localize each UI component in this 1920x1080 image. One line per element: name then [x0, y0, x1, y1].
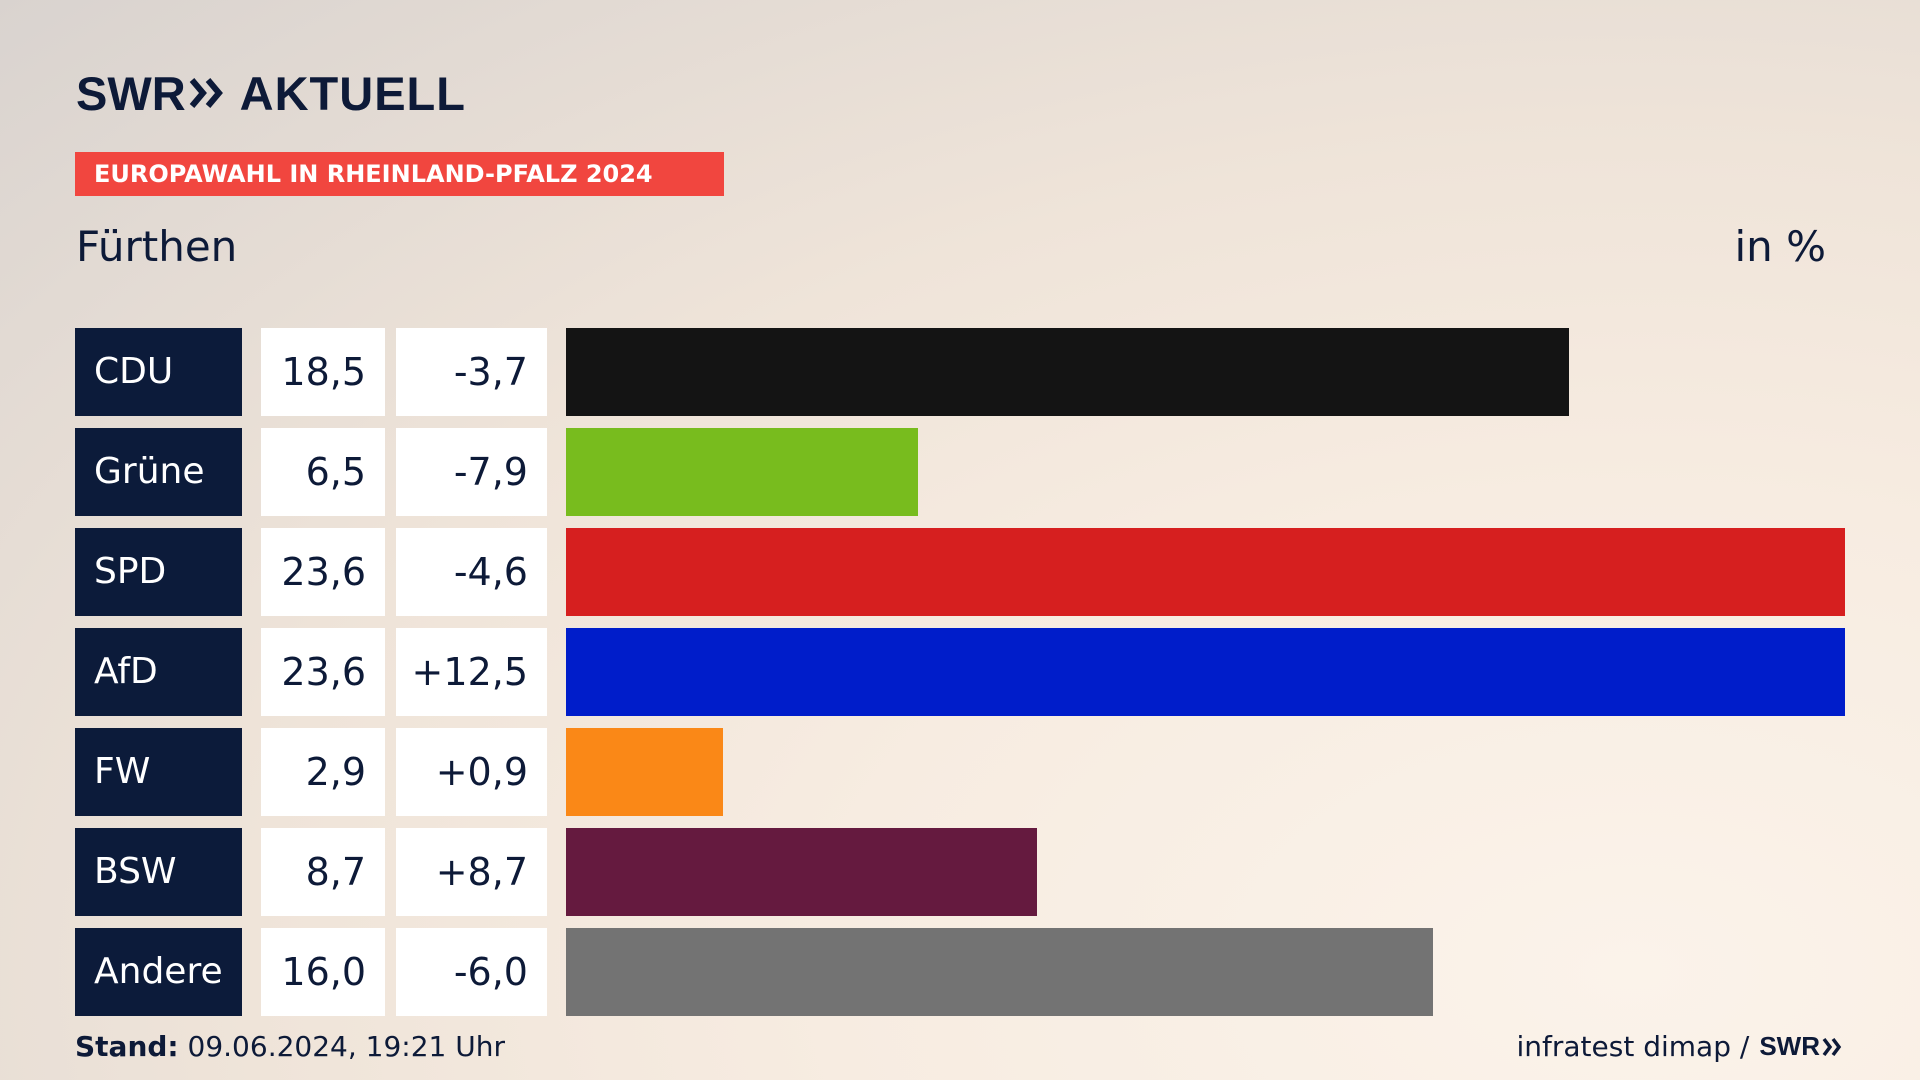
bar-andere — [566, 928, 1433, 1016]
value-label-gr-ne: 6,5 — [261, 428, 385, 516]
swr-aktuell-logo: SWR AKTUELL — [76, 66, 466, 120]
bar-afd — [566, 628, 1845, 716]
source-text: infratest dimap / — [1516, 1030, 1750, 1063]
value-label-bsw: 8,7 — [261, 828, 385, 916]
party-label-gr-ne: Grüne — [75, 428, 242, 516]
bar-cdu — [566, 328, 1569, 416]
timestamp: Stand: 09.06.2024, 19:21 Uhr — [75, 1030, 505, 1063]
diff-label-spd: -4,6 — [396, 528, 547, 616]
party-label-afd: AfD — [75, 628, 242, 716]
stand-label: Stand: — [75, 1030, 179, 1063]
party-label-cdu: CDU — [75, 328, 242, 416]
diff-label-bsw: +8,7 — [396, 828, 547, 916]
bar-gr-ne — [566, 428, 918, 516]
party-label-andere: Andere — [75, 928, 242, 1016]
place-title: Fürthen — [76, 222, 238, 271]
diff-label-andere: -6,0 — [396, 928, 547, 1016]
value-label-fw: 2,9 — [261, 728, 385, 816]
value-label-cdu: 18,5 — [261, 328, 385, 416]
double-chevron-small-icon — [1822, 1037, 1842, 1056]
bar-fw — [566, 728, 723, 816]
diff-label-fw: +0,9 — [396, 728, 547, 816]
diff-label-afd: +12,5 — [396, 628, 547, 716]
bar-bsw — [566, 828, 1037, 916]
value-label-andere: 16,0 — [261, 928, 385, 1016]
unit-label: in % — [1734, 222, 1826, 271]
source-brand: SWR — [1759, 1031, 1820, 1061]
swr-small-logo: SWR — [1759, 1031, 1844, 1062]
logo-brand: SWR — [76, 66, 186, 120]
double-chevron-icon — [189, 78, 223, 108]
value-label-afd: 23,6 — [261, 628, 385, 716]
stand-value: 09.06.2024, 19:21 Uhr — [187, 1030, 505, 1063]
value-label-spd: 23,6 — [261, 528, 385, 616]
party-label-bsw: BSW — [75, 828, 242, 916]
diff-label-gr-ne: -7,9 — [396, 428, 547, 516]
party-label-spd: SPD — [75, 528, 242, 616]
bar-spd — [566, 528, 1845, 616]
logo-section: AKTUELL — [239, 66, 466, 120]
election-banner: EUROPAWAHL IN RHEINLAND-PFALZ 2024 — [75, 152, 724, 196]
party-label-fw: FW — [75, 728, 242, 816]
source-credit: infratest dimap / SWR — [1517, 1030, 1845, 1063]
diff-label-cdu: -3,7 — [396, 328, 547, 416]
